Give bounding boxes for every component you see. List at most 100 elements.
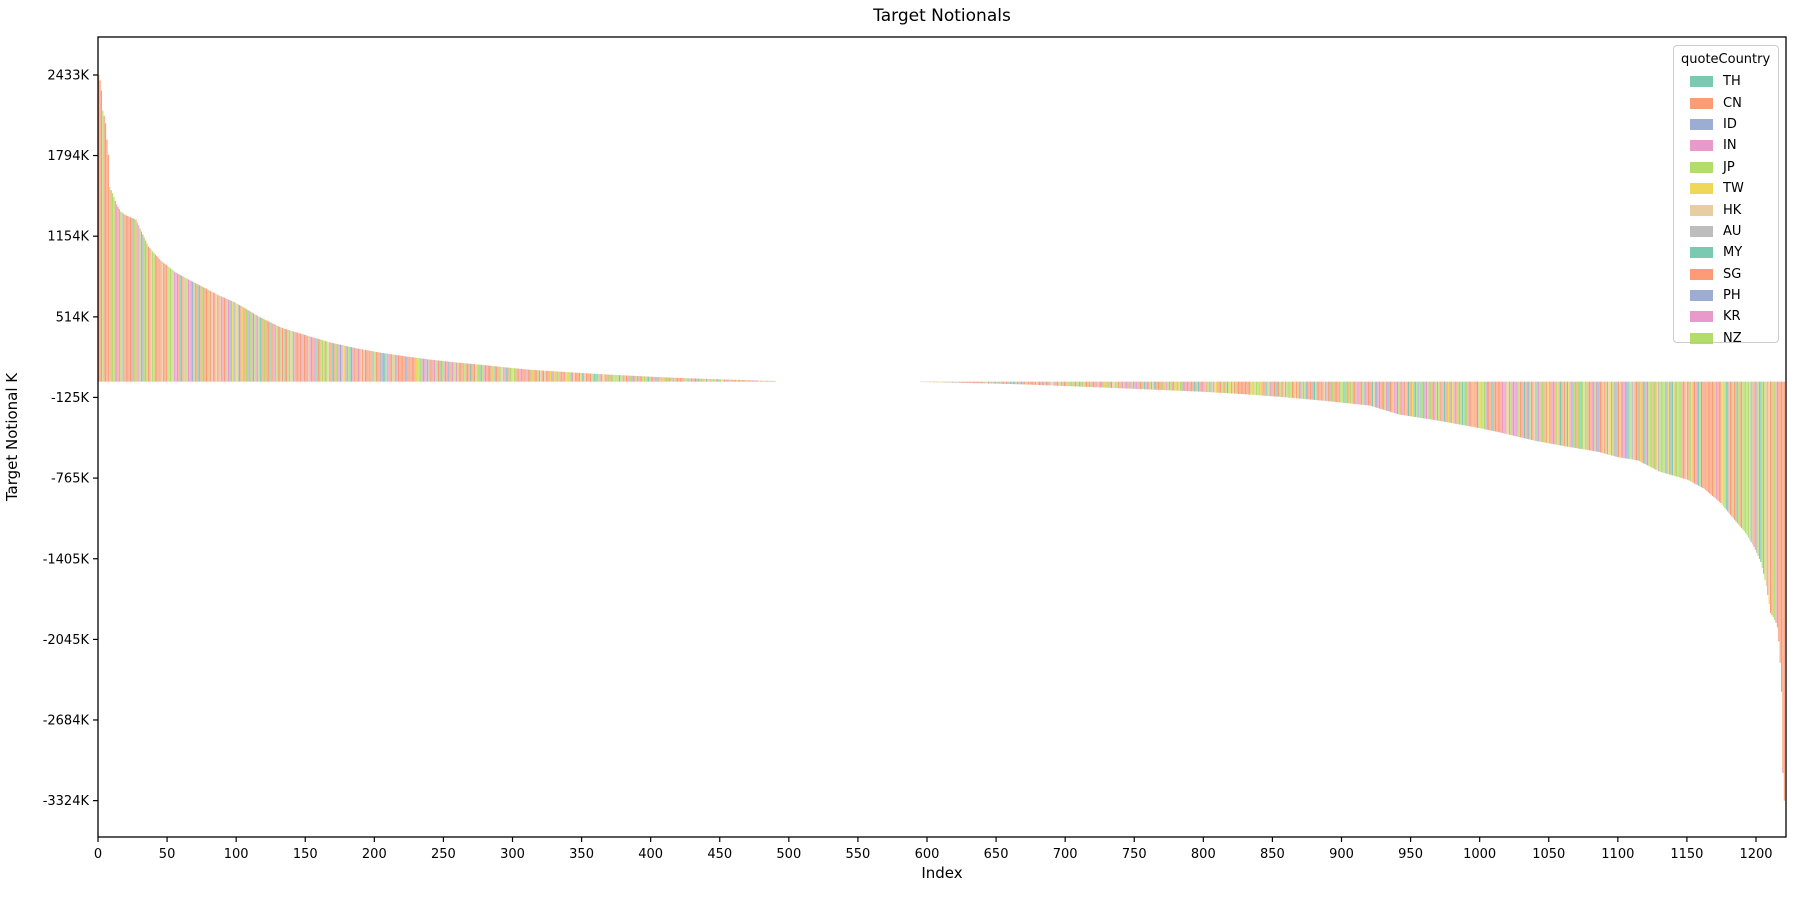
bar	[1764, 381, 1766, 580]
bar	[722, 379, 724, 382]
bar	[1566, 381, 1568, 447]
bar	[1765, 381, 1767, 586]
bar	[743, 380, 745, 382]
bar	[639, 376, 641, 382]
y-tick-label: -125K	[51, 391, 90, 406]
bar	[1387, 381, 1389, 412]
bar	[1264, 381, 1266, 396]
bar	[1021, 381, 1023, 385]
bar	[559, 371, 561, 382]
bar	[1606, 381, 1609, 455]
bar	[558, 371, 560, 382]
bar	[330, 342, 332, 382]
bar	[1376, 381, 1378, 408]
bar	[526, 369, 528, 382]
bar	[476, 364, 478, 382]
bar	[1016, 381, 1019, 385]
bar	[1066, 381, 1068, 387]
bar	[1370, 381, 1372, 407]
bar	[964, 381, 966, 383]
bar	[522, 369, 524, 382]
bar	[1511, 381, 1513, 436]
bar	[225, 298, 227, 382]
bar	[435, 360, 437, 382]
bar	[1757, 381, 1759, 556]
bar	[482, 364, 484, 382]
bar	[1416, 381, 1418, 418]
bar	[1486, 381, 1488, 430]
bar	[1655, 381, 1657, 470]
bar	[1287, 381, 1289, 398]
bar	[1231, 381, 1233, 394]
bar	[190, 280, 192, 382]
bar	[364, 349, 366, 382]
bar	[178, 274, 180, 382]
bar	[319, 339, 321, 382]
bar	[439, 360, 441, 382]
bar	[737, 379, 739, 382]
bar	[1030, 381, 1032, 385]
bar	[1749, 381, 1751, 540]
bar	[344, 345, 346, 382]
bar	[1363, 381, 1365, 406]
bar	[1095, 381, 1097, 388]
bar	[748, 380, 751, 382]
bar	[1081, 381, 1083, 387]
bar	[1202, 381, 1204, 392]
bar	[1283, 381, 1285, 398]
bar	[1612, 381, 1614, 456]
plot-frame	[97, 36, 1787, 838]
bar	[961, 381, 963, 383]
bar	[277, 326, 279, 382]
bar	[1731, 381, 1733, 517]
bar	[1347, 381, 1349, 404]
bar	[1179, 381, 1182, 391]
bar	[971, 381, 973, 384]
bar	[607, 374, 610, 382]
bar	[497, 366, 499, 382]
bar	[942, 381, 944, 383]
bar	[379, 352, 382, 382]
bar	[628, 375, 630, 382]
bar	[154, 254, 156, 382]
bar	[400, 355, 402, 382]
bar	[447, 361, 449, 382]
bar	[1381, 381, 1383, 410]
bar	[1276, 381, 1278, 397]
bar	[458, 362, 460, 382]
bar	[404, 356, 406, 382]
x-tick-label: 1200	[1739, 847, 1772, 862]
bar	[1146, 381, 1148, 390]
bar	[339, 344, 342, 382]
bar	[699, 378, 701, 382]
bar	[1207, 381, 1209, 393]
bar	[576, 372, 578, 382]
legend-item: MY	[1681, 242, 1778, 263]
bar	[1063, 381, 1066, 387]
bar	[1435, 381, 1437, 421]
bar	[384, 353, 386, 382]
bar	[472, 364, 474, 382]
bar	[574, 372, 576, 382]
bar	[1314, 381, 1316, 400]
bar	[1584, 381, 1586, 450]
bar	[487, 365, 489, 382]
bar	[1460, 381, 1462, 425]
bar	[1000, 381, 1002, 384]
bar	[1412, 381, 1414, 417]
bar	[103, 115, 105, 382]
bar	[244, 308, 246, 382]
bar	[111, 193, 114, 382]
bar	[1687, 381, 1689, 480]
bar	[245, 309, 248, 382]
bar	[315, 338, 317, 382]
bar	[1423, 381, 1425, 419]
bar	[588, 373, 590, 382]
bar	[1673, 381, 1675, 476]
bar	[732, 379, 734, 382]
bar	[523, 369, 525, 382]
bar	[1507, 381, 1509, 435]
bar	[501, 366, 503, 382]
legend-item: TH	[1681, 71, 1778, 92]
bar	[556, 371, 558, 382]
